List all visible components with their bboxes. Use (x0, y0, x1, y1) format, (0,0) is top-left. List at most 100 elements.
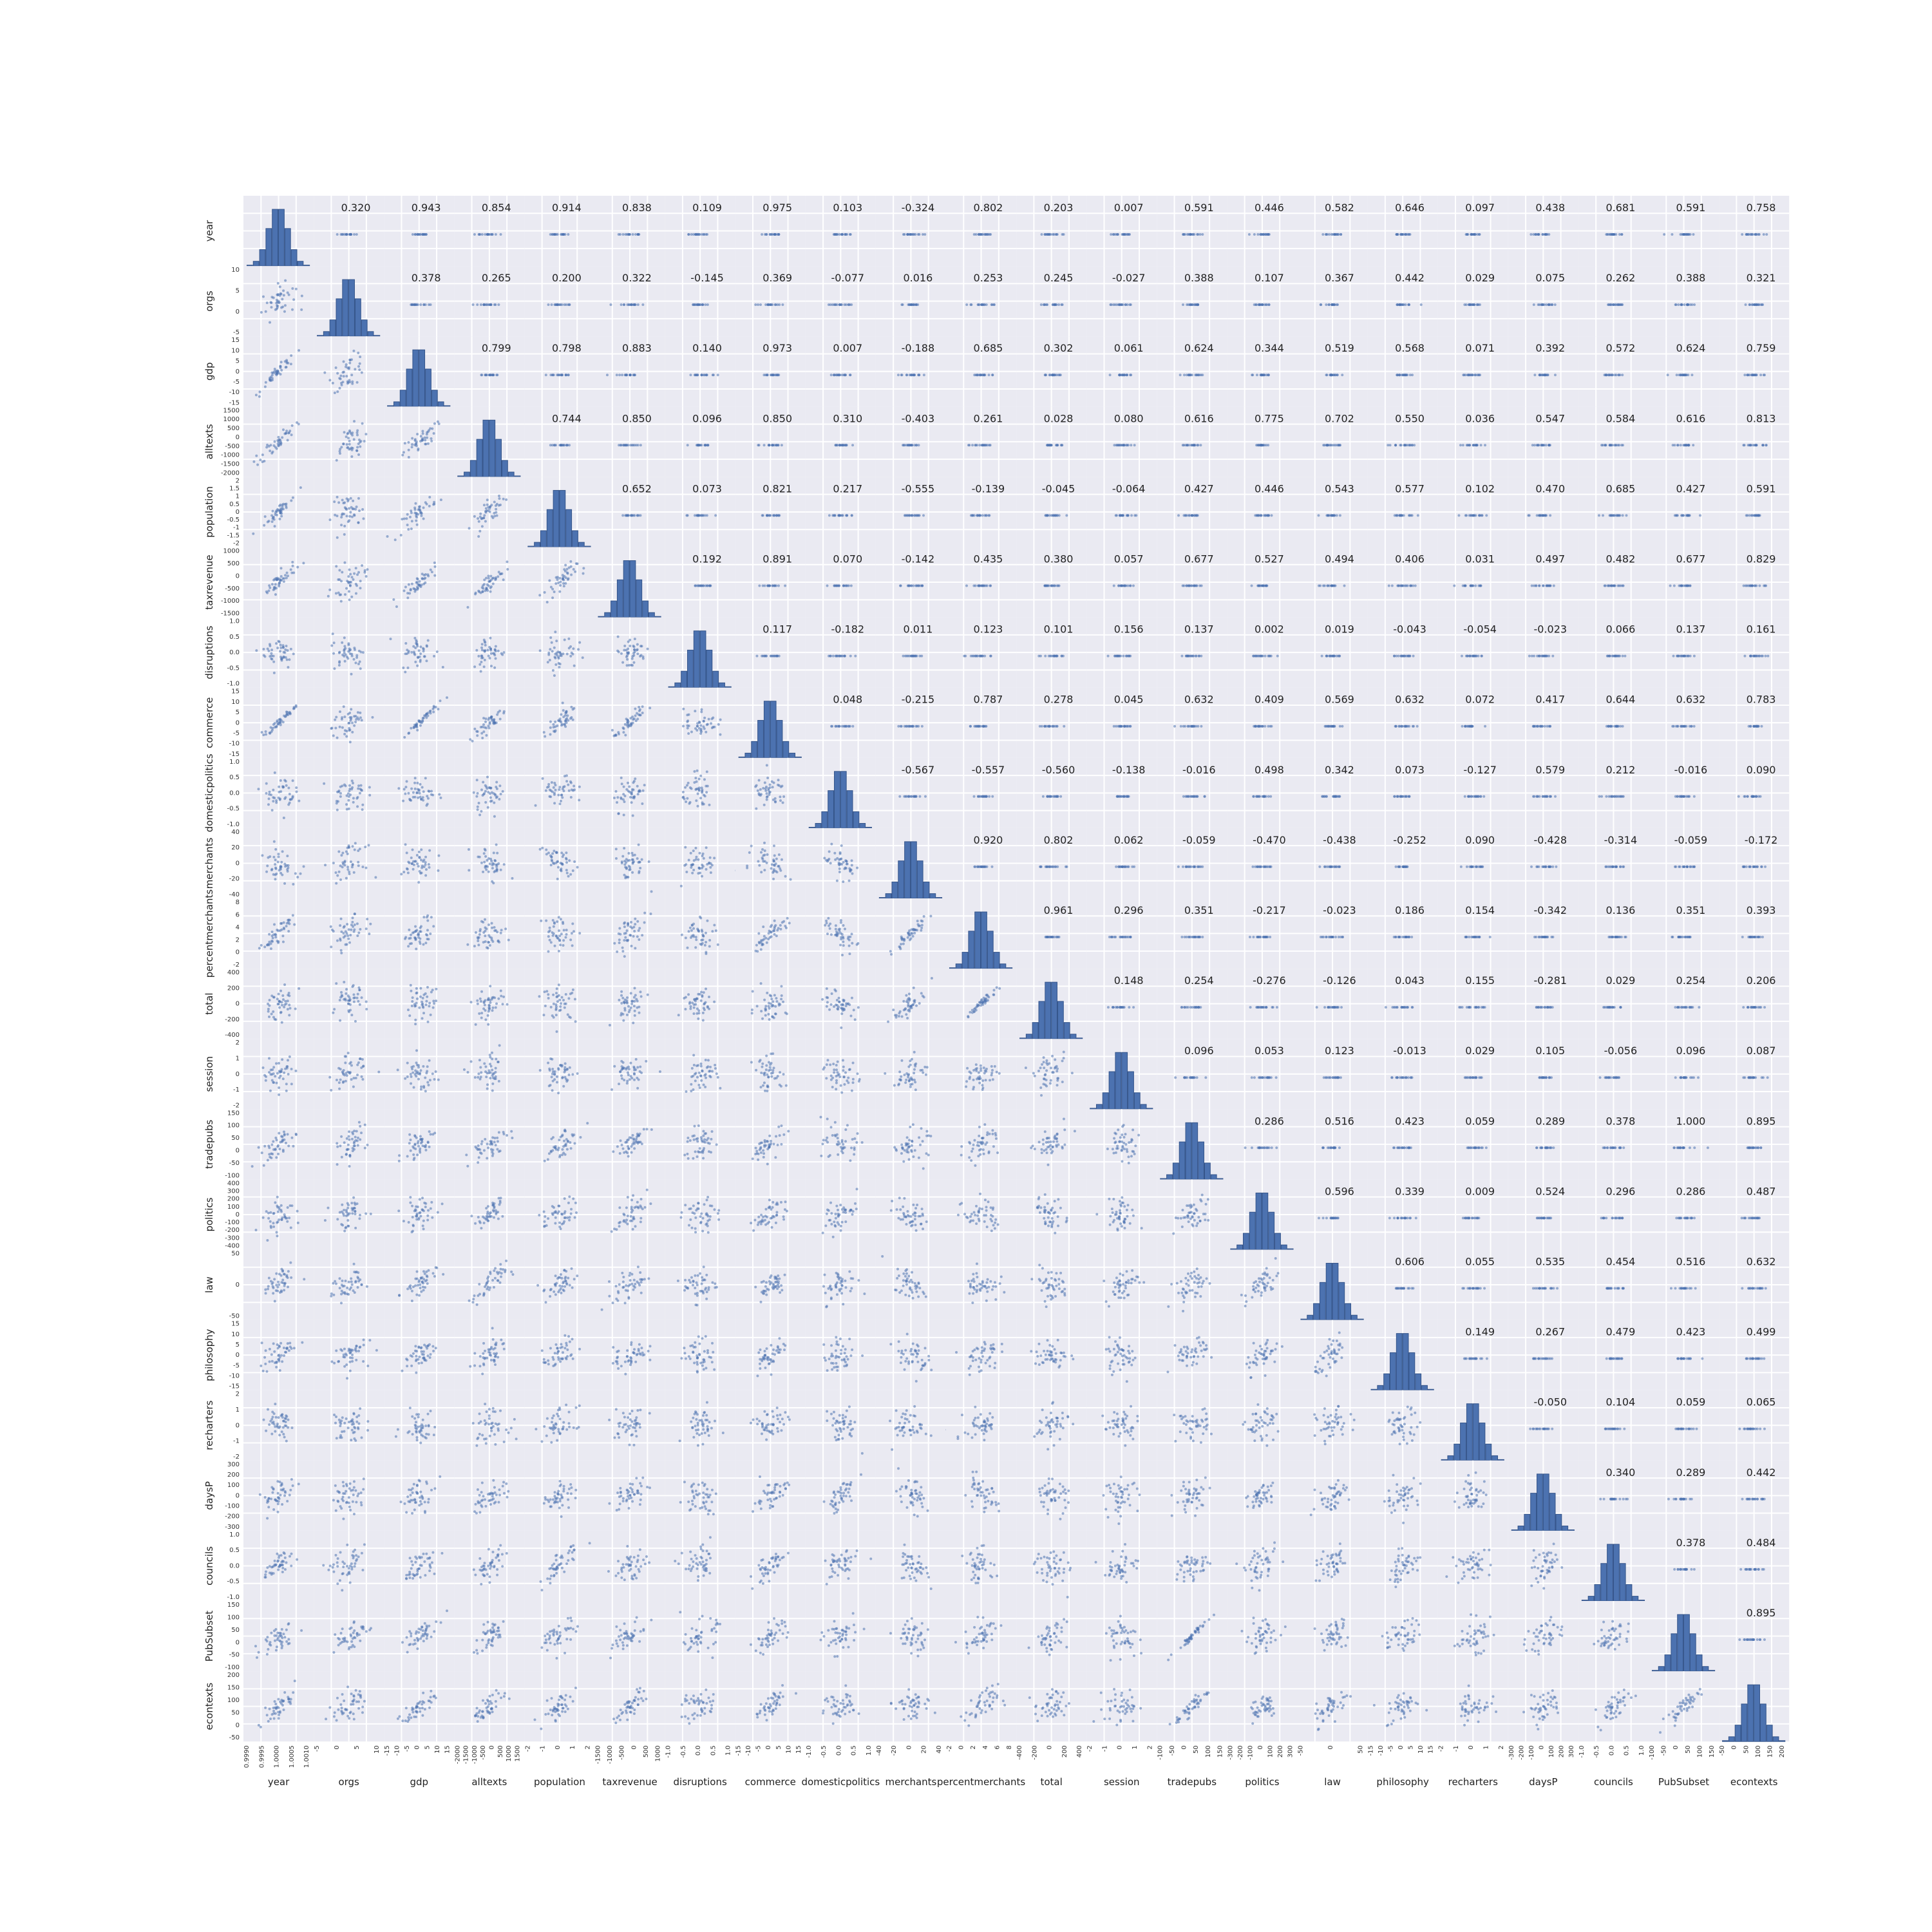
scatter-point (493, 718, 496, 721)
scatter-point (1051, 303, 1054, 307)
scatter-point (708, 584, 712, 587)
scatter-point (424, 501, 427, 504)
scatter-point (338, 377, 341, 380)
correlation-label: 0.322 (622, 272, 652, 284)
histogram-bar (354, 298, 361, 337)
scatter-point (285, 576, 288, 580)
scatter-point (334, 513, 337, 516)
scatter-point (625, 233, 629, 236)
scatter-point (415, 643, 419, 646)
cell-year-daysP: 0.438 (1508, 196, 1578, 267)
scatter-point (328, 379, 332, 382)
scatter-point (553, 303, 556, 307)
scatter-point (487, 584, 490, 587)
cell-gdp-session: 0.061 (1086, 336, 1157, 407)
scatter-point (488, 580, 491, 583)
correlation-label: 0.681 (1605, 202, 1635, 214)
scatter-point (402, 666, 405, 669)
scatter-point (494, 577, 497, 580)
scatter-point (614, 734, 618, 737)
scatter-point (1618, 514, 1621, 517)
scatter-point (568, 303, 571, 307)
scatter-point (479, 512, 482, 515)
cell-year-philosophy: 0.646 (1367, 196, 1438, 267)
scatter-point (1250, 584, 1253, 587)
scatter-point (279, 656, 283, 659)
scatter-point (1485, 514, 1488, 517)
scatter-point (1317, 514, 1320, 517)
scatter-point (1401, 233, 1404, 236)
scatter-point (1608, 303, 1611, 307)
scatter-point (482, 303, 486, 307)
scatter-point (1199, 444, 1202, 447)
scatter-point (480, 649, 484, 652)
scatter-point (260, 731, 263, 734)
scatter-point (1193, 303, 1196, 307)
scatter-point (1040, 233, 1043, 236)
scatter-point (343, 648, 346, 651)
scatter-point (1257, 584, 1260, 587)
scatter-point (1195, 584, 1198, 587)
cell-taxrevenue-domesticpolitics: 0.070 (805, 547, 876, 618)
cell-disruptions-orgs (314, 617, 384, 688)
scatter-point (976, 514, 979, 517)
cell-orgs-taxrevenue: 0.322 (594, 266, 665, 337)
scatter-point (1335, 514, 1338, 517)
scatter-point (1763, 374, 1766, 377)
scatter-point (254, 393, 258, 397)
scatter-point (1416, 514, 1419, 517)
scatter-point (339, 233, 343, 236)
scatter-point (1765, 584, 1768, 587)
scatter-point (838, 444, 842, 447)
scatter-point (701, 514, 705, 517)
scatter-point (687, 713, 690, 716)
scatter-point (1616, 584, 1620, 587)
scatter-point (1472, 654, 1475, 658)
cell-orgs-commerce: 0.369 (735, 266, 806, 337)
scatter-point (294, 287, 298, 290)
cell-taxrevenue-econtexts: 0.829 (1719, 547, 1790, 618)
scatter-point (421, 233, 424, 236)
scatter-point (482, 504, 486, 507)
scatter-point (360, 371, 363, 374)
scatter-point (355, 654, 359, 657)
scatter-point (343, 501, 346, 504)
scatter-point (1198, 584, 1202, 587)
scatter-point (351, 382, 354, 385)
scatter-point (775, 514, 779, 517)
scatter-point (338, 569, 341, 572)
correlation-label: 0.080 (1114, 412, 1144, 424)
scatter-point (422, 582, 426, 585)
scatter-point (478, 233, 482, 236)
scatter-point (553, 656, 556, 659)
scatter-point (1329, 654, 1332, 658)
scatter-point (1476, 233, 1479, 236)
scatter-point (354, 567, 357, 570)
cell-population-councils: 0.685 (1578, 477, 1649, 547)
scatter-point (552, 723, 555, 726)
histogram-bar (553, 489, 560, 547)
scatter-point (287, 431, 290, 435)
correlation-label: 0.652 (622, 482, 652, 495)
correlation-label: 0.066 (1605, 623, 1635, 636)
correlation-label: 0.838 (622, 202, 652, 214)
scatter-point (574, 570, 577, 573)
scatter-point (338, 386, 341, 390)
scatter-point (430, 571, 433, 574)
scatter-point (1341, 374, 1344, 377)
scatter-point (425, 644, 428, 647)
scatter-point (343, 636, 346, 639)
scatter-point (421, 432, 424, 435)
correlation-label: -0.142 (902, 553, 935, 565)
scatter-point (477, 654, 480, 658)
scatter-point (473, 515, 476, 518)
scatter-point (981, 514, 984, 517)
correlation-label: 0.253 (974, 272, 1003, 284)
scatter-point (1473, 374, 1477, 377)
cell-population-population (524, 477, 595, 548)
correlation-label: 0.975 (762, 202, 792, 214)
scatter-point (402, 517, 406, 520)
histogram-bar (412, 349, 419, 407)
scatter-point (1117, 233, 1120, 236)
